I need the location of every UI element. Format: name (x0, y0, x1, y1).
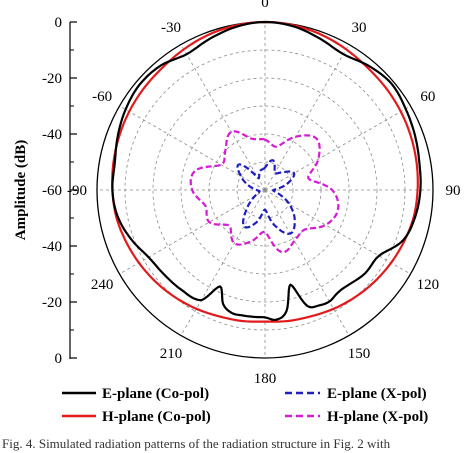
angle-labels: 0 -30 -60 -90 240 210 180 150 120 90 60 30 (67, 0, 461, 387)
legend-label-e-co: E-plane (Co-pol) (102, 386, 209, 402)
amplitude-axis: 0 -20 -40 -60 0 -20 -40 (42, 15, 77, 367)
legend-label-e-x: E-plane (X-pol) (327, 386, 427, 402)
grid-spoke (180, 44, 266, 191)
angle-label: 150 (348, 346, 371, 362)
grid-spoke (119, 189, 266, 275)
grid-circle (152, 77, 378, 303)
legend-label-h-x: H-plane (X-pol) (327, 409, 428, 425)
y-tick-label: -40 (42, 239, 62, 255)
y-tick-label: 0 (55, 351, 63, 367)
angle-label: -90 (67, 183, 87, 199)
angle-label: -60 (92, 89, 112, 105)
angle-label: 210 (160, 346, 183, 362)
grid-spoke (264, 44, 350, 191)
series-curve-0 (111, 20, 422, 321)
legend-label-h-co: H-plane (Co-pol) (102, 409, 211, 425)
grid-spoke (264, 105, 411, 191)
angle-label: 180 (254, 371, 277, 387)
angle-label: 90 (446, 183, 461, 199)
y-axis-label: Amplitude (dB) (13, 140, 29, 240)
grid-spoke (119, 105, 266, 191)
grid-spoke (180, 189, 266, 336)
figure-caption: Fig. 4. Simulated radiation patterns of … (2, 436, 391, 451)
angle-label: 30 (352, 20, 367, 36)
y-tick-label: -20 (42, 71, 62, 87)
y-tick-label: -20 (42, 295, 62, 311)
angle-label: -30 (161, 20, 181, 36)
polar-grid (96, 21, 434, 359)
y-tick-label: 0 (55, 15, 63, 31)
legend: E-plane (Co-pol) E-plane (X-pol) H-plane… (62, 386, 428, 425)
angle-label: 0 (261, 0, 269, 11)
radiation-pattern-chart: 0 -20 -40 -60 0 -20 -40 Amplitude (dB) 0 -30 -60… (13, 0, 461, 425)
y-tick-label: -60 (42, 183, 62, 199)
angle-label: 240 (91, 277, 114, 293)
grid-spoke (264, 189, 350, 336)
pattern-curves (111, 20, 422, 323)
series-curve-1 (111, 20, 419, 323)
angle-label: 60 (420, 89, 435, 105)
y-tick-label: -40 (42, 127, 62, 143)
series-curve-3 (189, 130, 340, 254)
angle-label: 120 (417, 277, 440, 293)
grid-circle (236, 161, 294, 219)
grid-spoke (264, 189, 411, 275)
series-curve-2 (236, 159, 296, 235)
